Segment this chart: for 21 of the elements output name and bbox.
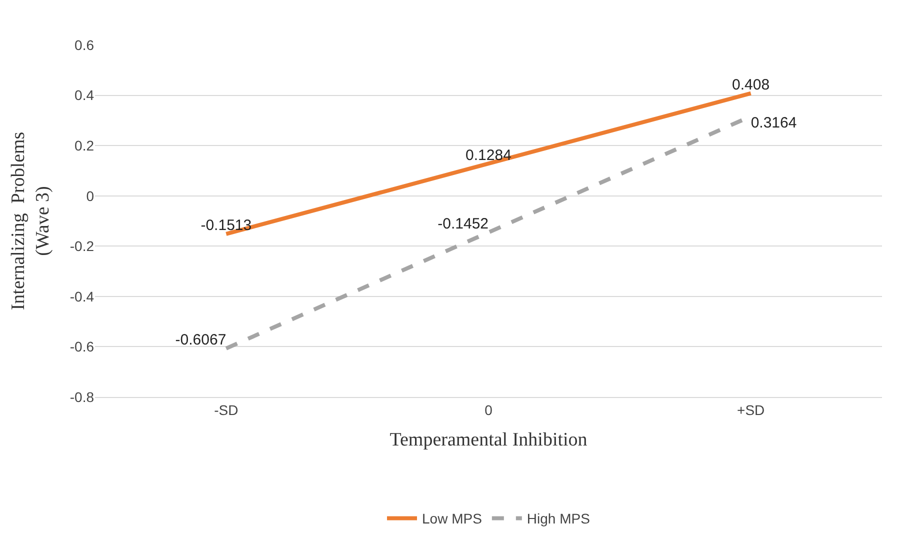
legend-label: Low MPS (422, 510, 482, 527)
x-tick-label: +SD (737, 402, 765, 418)
data-label: 0.408 (732, 76, 770, 94)
data-label: -0.1452 (438, 216, 488, 233)
legend-label: High MPS (526, 510, 590, 527)
y-tick-label: 0 (86, 188, 94, 204)
x-tick-label: 0 (484, 402, 493, 418)
data-label: 0.3164 (750, 114, 797, 132)
y-tick-label: 0.4 (74, 87, 94, 104)
x-tick-label: -SD (214, 402, 238, 418)
data-label: -0.6067 (175, 332, 226, 349)
x-axis-title: Temperamental Inhibition (390, 430, 588, 451)
y-axis-title: Internalizing Problems (Wave 3) (8, 132, 54, 310)
y-tick-label: 0.6 (74, 36, 94, 53)
y-tick-label: -0.2 (70, 238, 94, 254)
y-tick-label: 0.2 (74, 137, 94, 154)
data-label: -0.1513 (200, 217, 252, 234)
data-label: 0.1284 (466, 146, 512, 164)
y-tick-label: -0.4 (70, 288, 94, 304)
y-tick-label: -0.8 (70, 388, 94, 405)
y-tick-label: -0.6 (70, 338, 94, 355)
